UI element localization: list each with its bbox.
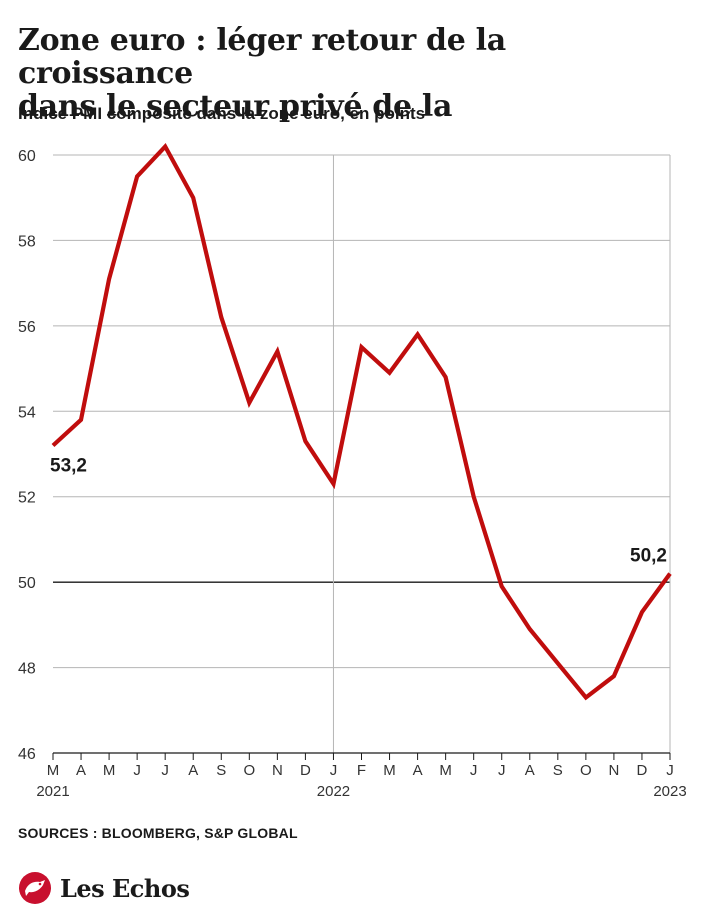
x-tick-label: J [330,762,338,779]
y-tick-label: 52 [18,490,36,507]
year-label: 2021 [36,783,69,800]
x-tick-label: M [47,762,60,779]
x-tick-label: A [188,762,198,779]
x-tick-label: N [608,762,619,779]
y-tick-label: 54 [18,404,36,421]
x-tick-label: S [216,762,226,779]
x-tick-label: D [637,762,648,779]
y-tick-label: 50 [18,575,36,592]
title-line-1: Zone euro : léger retour de la croissanc… [18,23,506,91]
title-line-2: dans le secteur privé de la [18,89,453,124]
x-tick-label: M [383,762,396,779]
x-tick-label: O [243,762,255,779]
x-tick-label: M [439,762,452,779]
sources-note: SOURCES : BLOOMBERG, S&P GLOBAL [18,825,298,841]
x-tick-label: F [357,762,366,779]
x-tick-label: J [161,762,169,779]
x-tick-label: O [580,762,592,779]
brand-name: Les Echos [60,873,190,903]
y-tick-label: 60 [18,148,36,165]
data-label: 50,2 [630,546,667,567]
y-tick-label: 58 [18,233,36,250]
data-label: 53,2 [50,455,87,476]
x-tick-label: N [272,762,283,779]
x-tick-label: D [300,762,311,779]
year-label: 2023 [653,783,686,800]
y-tick-label: 48 [18,661,36,678]
x-tick-label: A [525,762,535,779]
chart-subtitle: Indice PMI composite dans la zone euro, … [18,104,426,123]
chart-title: Zone euro : léger retour de la croissanc… [18,24,688,123]
x-tick-label: A [76,762,86,779]
x-tick-label: A [413,762,423,779]
brand-logo: Les Echos [18,868,190,908]
x-tick-label: M [103,762,116,779]
y-tick-label: 46 [18,746,36,763]
x-tick-label: J [498,762,506,779]
pmi-series-line [51,142,672,701]
year-label: 2022 [317,783,350,800]
x-tick-label: J [470,762,478,779]
y-tick-label: 56 [18,319,36,336]
x-tick-label: J [133,762,141,779]
les-echos-logo-icon [19,872,51,904]
x-tick-label: J [666,762,674,779]
x-tick-label: S [553,762,563,779]
